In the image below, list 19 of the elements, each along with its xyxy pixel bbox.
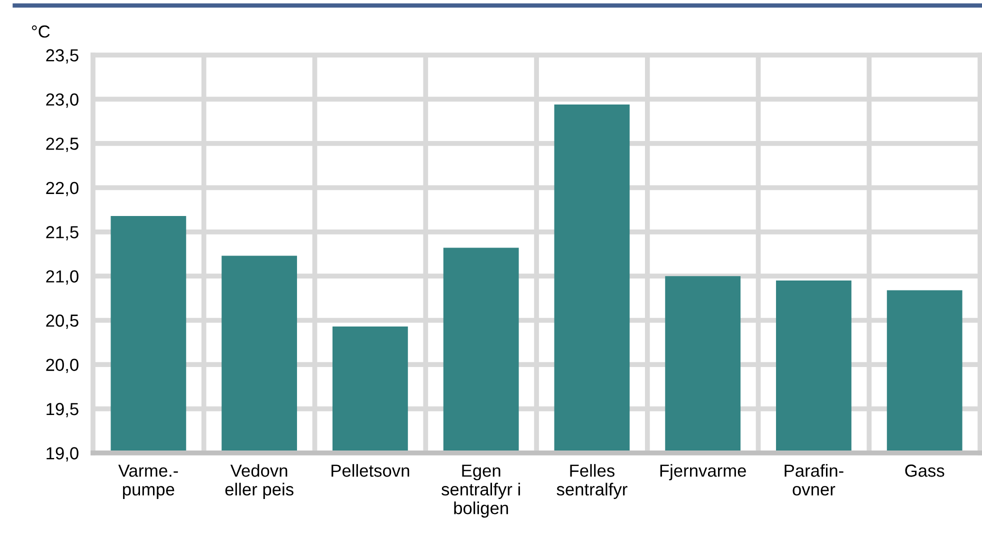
y-tick-label: 21,5 (46, 226, 78, 240)
x-tick-label: Parafin- ovner (784, 464, 844, 496)
y-tick-label: 21,0 (46, 270, 78, 285)
y-tick-label: 22,5 (46, 138, 78, 152)
x-tick-label: Fjernvarme (660, 464, 746, 480)
y-tick-label: 20,5 (46, 314, 78, 329)
y-tick-label: 19,5 (46, 402, 78, 418)
x-tick-label: Pelletsovn (332, 464, 410, 477)
y-tick-label: 19,0 (46, 447, 78, 462)
x-tick-label: Felles sentralfyr (556, 464, 628, 499)
x-tick-label: Egen sentralfyr i boligen (442, 464, 520, 518)
y-tick-label: 20,0 (46, 358, 78, 374)
x-tick-label: Gass (905, 464, 944, 477)
x-tick-label: Vedovn eller peis (225, 464, 294, 499)
x-tick-label: Varme.- pumpe (118, 464, 178, 499)
y-tick-label: 23,5 (46, 49, 78, 64)
y-tick-label: 23,0 (46, 93, 78, 108)
y-tick-label: 22,0 (46, 182, 78, 196)
y-axis-title: °C (32, 25, 50, 38)
